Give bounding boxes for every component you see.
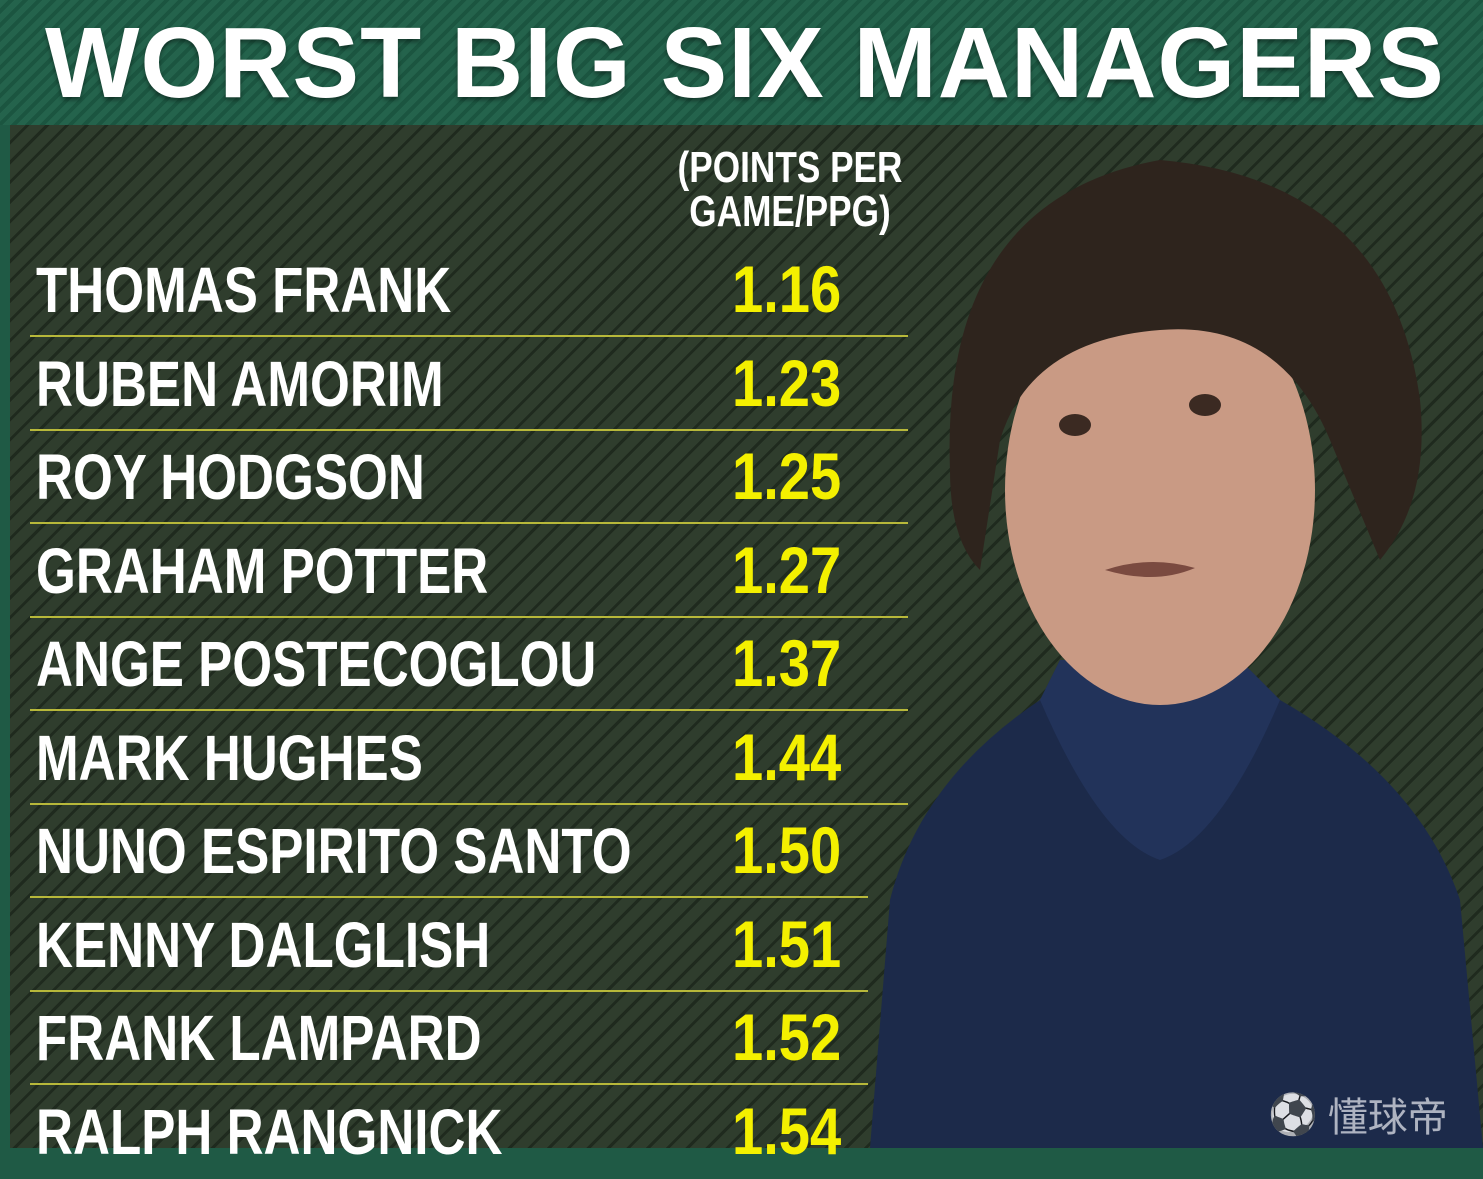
title-banner bbox=[0, 0, 1483, 125]
row-divider bbox=[30, 522, 908, 524]
row-divider bbox=[30, 802, 908, 805]
ppg-value: 1.50 bbox=[732, 813, 842, 887]
ppg-value: 1.52 bbox=[732, 1000, 842, 1074]
watermark-text: 懂球帝 bbox=[1327, 1096, 1448, 1140]
manager-name: GRAHAM POTTER bbox=[36, 534, 489, 607]
football-icon: ⚽ bbox=[1268, 1092, 1318, 1137]
ppg-value: 1.27 bbox=[732, 532, 842, 607]
manager-name: ANGE POSTECOGLOU bbox=[36, 628, 597, 700]
row-divider bbox=[30, 896, 868, 898]
ppg-value: 1.37 bbox=[732, 626, 842, 700]
ppg-value: 1.25 bbox=[732, 439, 842, 513]
ppg-value: 1.54 bbox=[732, 1093, 842, 1168]
watermark: ⚽ 懂球帝 bbox=[1268, 1085, 1448, 1143]
row-divider bbox=[30, 709, 908, 711]
row-divider bbox=[30, 428, 908, 431]
row-divider bbox=[30, 615, 908, 618]
row-divider bbox=[30, 335, 908, 337]
ppg-value: 1.16 bbox=[732, 252, 842, 326]
manager-photo bbox=[870, 160, 1483, 1148]
manager-name: ROY HODGSON bbox=[36, 441, 425, 513]
ppg-value: 1.44 bbox=[732, 719, 842, 794]
ppg-value: 1.23 bbox=[732, 345, 842, 420]
manager-name: KENNY DALGLISH bbox=[36, 908, 491, 981]
row-divider bbox=[30, 1083, 868, 1085]
column-header-ppg: (POINTS PER GAME/PPG) bbox=[677, 143, 903, 236]
manager-name: RALPH RANGNICK bbox=[36, 1095, 503, 1168]
manager-name: RUBEN AMORIM bbox=[36, 347, 444, 420]
row-divider bbox=[30, 989, 868, 992]
page-title: WORST BIG SIX MANAGERS bbox=[45, 7, 1445, 119]
manager-name: NUNO ESPIRITO SANTO bbox=[36, 815, 632, 887]
manager-name: MARK HUGHES bbox=[36, 721, 423, 794]
manager-name: FRANK LAMPARD bbox=[36, 1002, 482, 1074]
ppg-value: 1.51 bbox=[732, 906, 842, 981]
manager-name: THOMAS FRANK bbox=[36, 254, 452, 326]
